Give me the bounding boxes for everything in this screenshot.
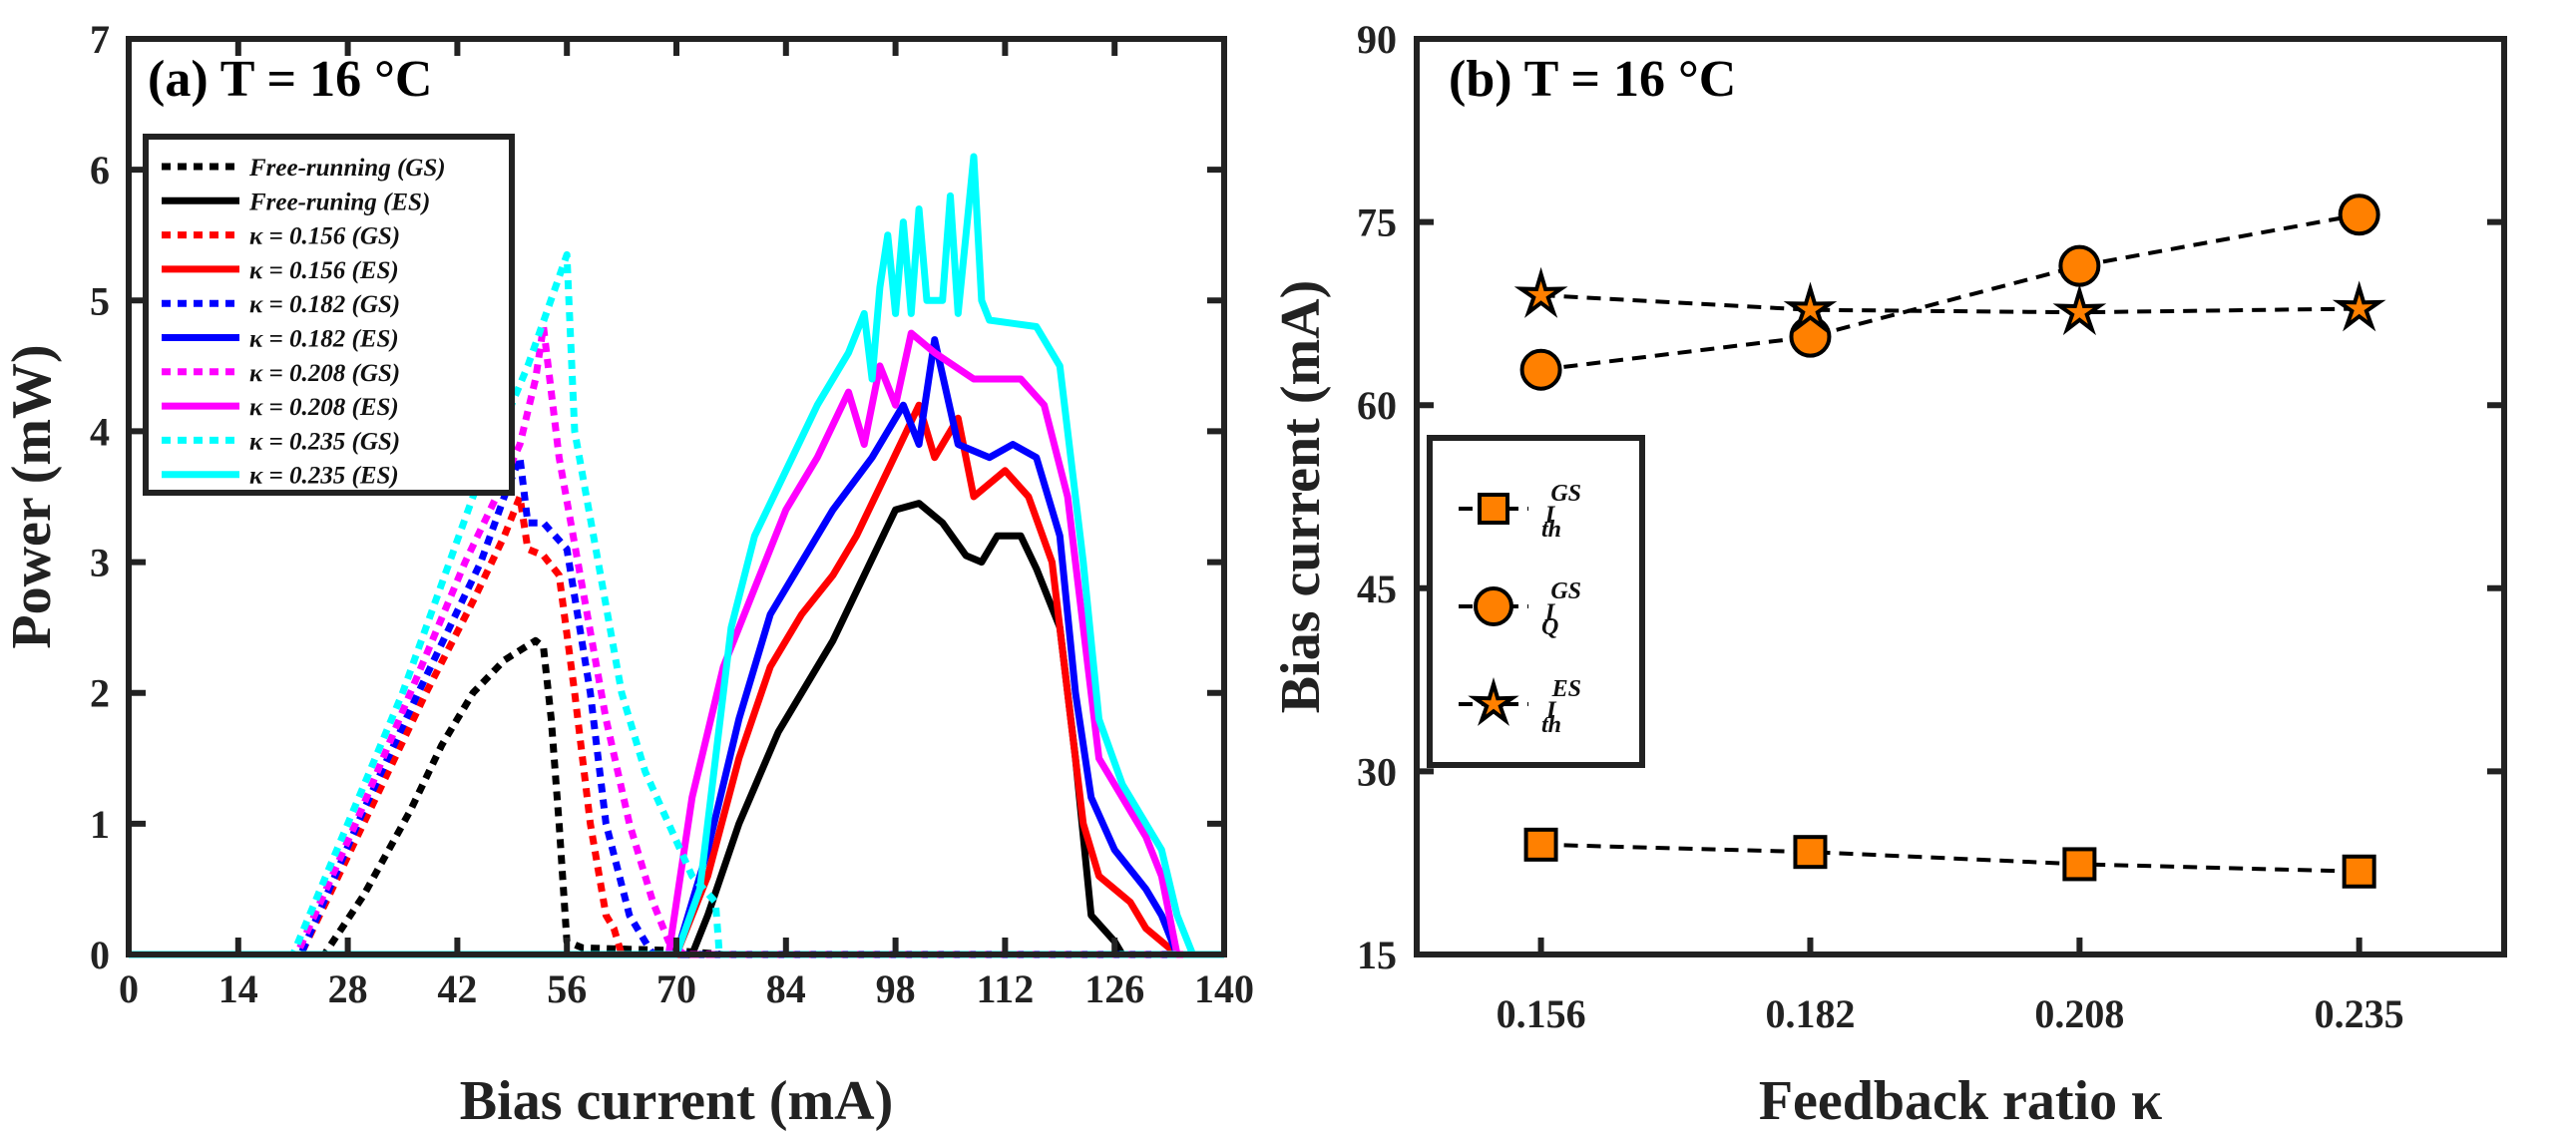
legend-symbol: I <box>1544 502 1556 529</box>
x-tick-label: 0.235 <box>2315 991 2404 1036</box>
circle-marker <box>1474 586 1513 626</box>
legend-entry-label: κ = 0.182 (GS) <box>249 291 400 318</box>
series-line-1 <box>1540 212 2361 372</box>
square-marker <box>2342 854 2376 889</box>
star-marker <box>2052 283 2107 336</box>
panel-b-x-label: Feedback ratio κ <box>1759 1070 2162 1132</box>
x-tick-label: 0.156 <box>1497 991 1586 1036</box>
legend-superscript: GS <box>1550 578 1581 604</box>
star-marker <box>1468 676 1519 726</box>
legend-superscript: GS <box>1550 481 1581 507</box>
x-tick-label: 98 <box>876 966 916 1011</box>
legend-superscript: ES <box>1551 676 1581 702</box>
panel-b: 0.156 0.182 0.208 0.235 15 30 45 60 75 90 (b) T =… <box>1270 17 2507 1132</box>
legend-symbol: I <box>1545 697 1557 724</box>
panel-b-x-label-text: Feedback ratio κ <box>1759 1070 2162 1132</box>
panel-b-y-label: Bias current (mA) <box>1270 280 1332 713</box>
circle-marker <box>2058 244 2101 287</box>
y-tick-label: 1 <box>90 802 110 847</box>
panel-a-y-label: Power (mW) <box>1 344 63 648</box>
x-tick-label: 84 <box>766 966 806 1011</box>
y-tick-label: 75 <box>1357 200 1397 245</box>
panel-a-legend: Free-running (GS) Free-runing (ES) κ = 0.1… <box>143 134 515 496</box>
curve-2 <box>129 493 1224 958</box>
legend-entry-label: IES th <box>1541 676 1581 738</box>
legend-subscript: Q <box>1541 614 1558 640</box>
y-tick-label: 5 <box>90 278 110 323</box>
y-tick-label: 4 <box>90 409 110 454</box>
panel-a-x-label: Bias current (mA) <box>460 1070 893 1132</box>
curve-7 <box>129 329 1224 958</box>
curve-9 <box>129 153 1224 958</box>
series-line-0 <box>1540 842 2360 874</box>
panel-b-title: (b) T = 16 °C <box>1449 51 1736 108</box>
panel-b-ticks: 0.156 0.182 0.208 0.235 15 30 45 60 75 90 <box>1357 17 2504 1036</box>
legend-entry-label: κ = 0.235 (GS) <box>249 428 400 455</box>
x-tick-label: 0.208 <box>2034 991 2124 1036</box>
y-tick-label: 45 <box>1357 567 1397 611</box>
y-tick-label: 30 <box>1357 749 1397 794</box>
legend-entry-label: κ = 0.208 (GS) <box>249 360 400 387</box>
y-tick-label: 6 <box>90 148 110 192</box>
curve-6 <box>129 323 1224 958</box>
star-marker <box>2332 280 2386 332</box>
y-tick-label: 60 <box>1357 383 1397 428</box>
legend-subscript: th <box>1541 712 1561 738</box>
star-marker <box>1783 281 1838 333</box>
series-line-2 <box>1540 293 2360 315</box>
square-marker <box>1793 835 1828 870</box>
square-marker <box>1478 493 1509 525</box>
x-tick-label: 112 <box>977 966 1035 1011</box>
y-tick-label: 15 <box>1357 933 1397 977</box>
curve-8 <box>129 250 1224 958</box>
x-tick-label: 70 <box>656 966 696 1011</box>
panel-b-marks <box>1513 193 2386 889</box>
legend-entry-label: κ = 0.156 (GS) <box>249 223 400 250</box>
circle-marker <box>1519 348 1562 391</box>
legend-entry-label: IGS th <box>1541 481 1581 543</box>
y-tick-label: 3 <box>90 541 110 585</box>
y-tick-label: 90 <box>1357 17 1397 62</box>
x-tick-label: 28 <box>328 966 368 1011</box>
x-tick-label: 14 <box>218 966 258 1011</box>
x-tick-label: 0 <box>119 966 139 1011</box>
circle-marker <box>2338 193 2380 236</box>
y-tick-label: 0 <box>90 933 110 977</box>
legend-entry-label: Free-running (GS) <box>248 155 446 182</box>
legend-entry-label: κ = 0.235 (ES) <box>249 463 399 490</box>
legend-entry-label: κ = 0.208 (ES) <box>249 394 399 421</box>
curve-5 <box>129 336 1224 958</box>
legend-entry-label: κ = 0.182 (ES) <box>249 326 399 353</box>
square-marker <box>2062 847 2097 882</box>
y-tick-label: 2 <box>90 671 110 716</box>
x-tick-label: 0.182 <box>1765 991 1855 1036</box>
legend-symbol: I <box>1544 599 1556 626</box>
curve-0 <box>129 636 1224 958</box>
legend-entry-label: Free-runing (ES) <box>248 189 430 215</box>
x-tick-label: 42 <box>437 966 477 1011</box>
panel-b-axes-box <box>1414 36 2507 957</box>
x-tick-label: 126 <box>1084 966 1144 1011</box>
curve-4 <box>129 454 1224 958</box>
curve-3 <box>129 401 1224 958</box>
square-marker <box>1523 827 1558 862</box>
legend-subscript: th <box>1541 517 1561 543</box>
curve-1 <box>129 500 1224 958</box>
y-tick-label: 7 <box>90 17 110 62</box>
panel-a-title: (a) T = 16 °C <box>148 51 432 108</box>
panel-a-curves <box>129 153 1224 958</box>
x-tick-label: 56 <box>547 966 587 1011</box>
legend-entry-label: κ = 0.156 (ES) <box>249 257 399 284</box>
legend-entry-label: IGS Q <box>1541 578 1581 640</box>
star-marker <box>1513 266 1568 318</box>
x-tick-label: 140 <box>1194 966 1254 1011</box>
